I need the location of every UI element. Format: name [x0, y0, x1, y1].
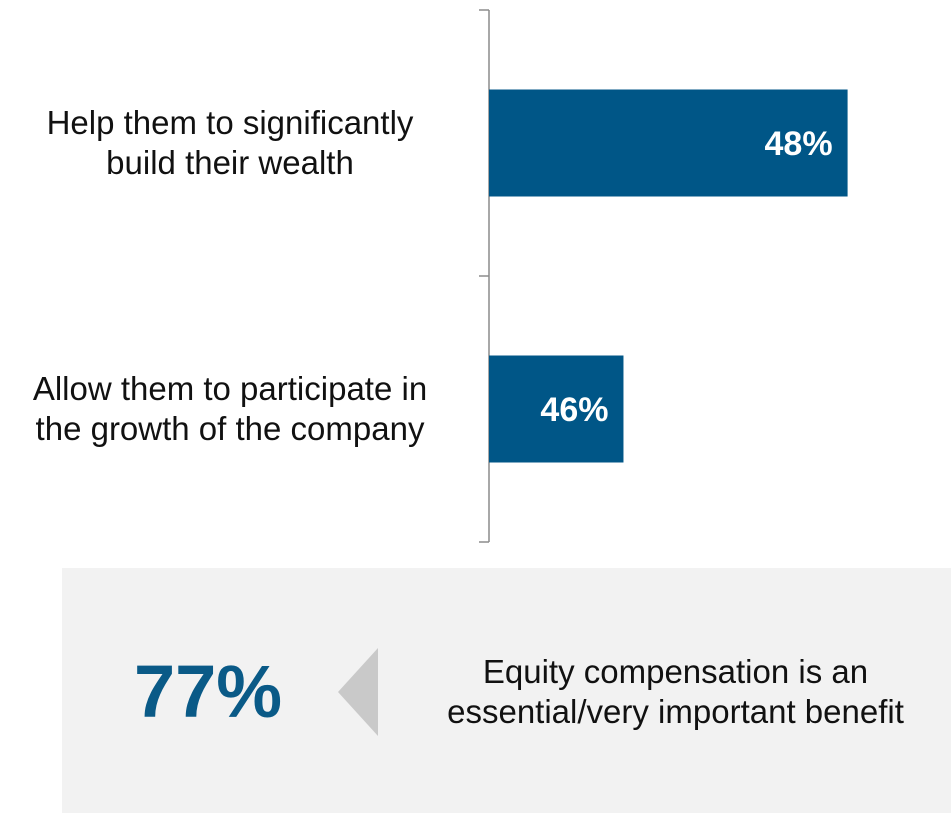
- bar-chart: 48% 46%: [479, 9, 848, 543]
- bar-value-label: 48%: [765, 125, 833, 163]
- bar: [489, 355, 624, 463]
- callout-text: Equity compensation is an essential/very…: [447, 653, 904, 730]
- category-label: Allow them to participate in the growth …: [32, 370, 428, 447]
- category-label: Help them to significantly build their w…: [46, 104, 414, 181]
- bar-value-label: 46%: [540, 391, 608, 429]
- left-triangle-icon: [338, 648, 378, 736]
- callout-value: 77%: [133, 650, 283, 733]
- category-axis: [479, 9, 490, 543]
- bar: [489, 89, 848, 197]
- callout-panel: [62, 568, 951, 813]
